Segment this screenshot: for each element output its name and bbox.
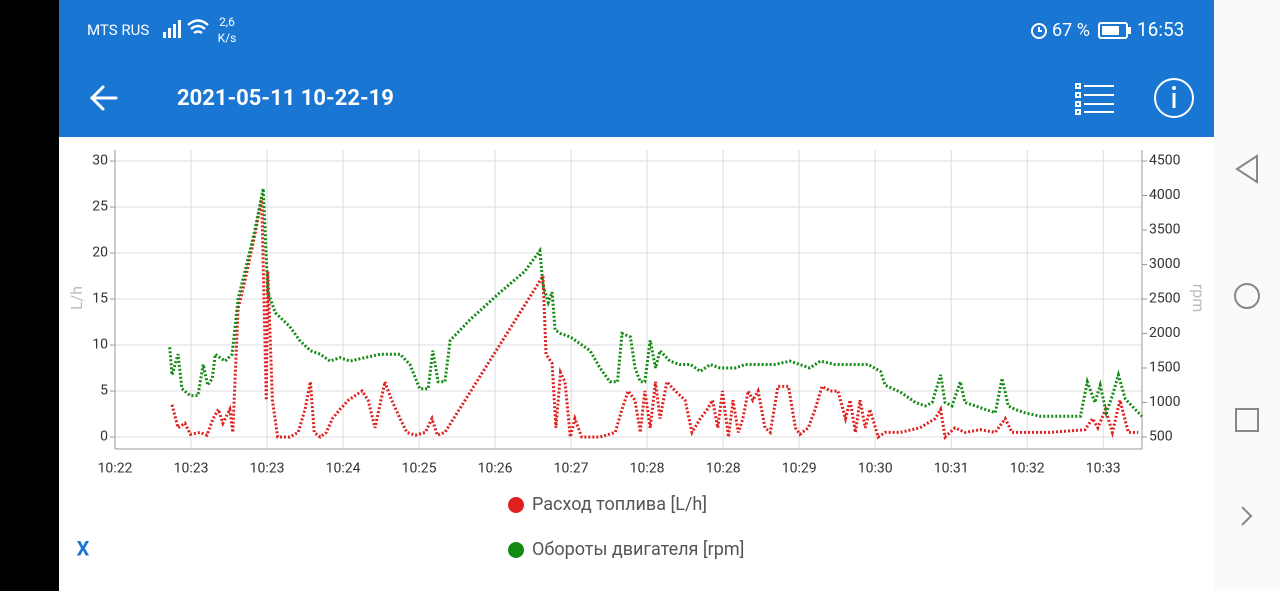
close-button[interactable]: X: [77, 536, 90, 560]
y2-tick-label: 2000: [1149, 325, 1181, 341]
info-button[interactable]: [1154, 78, 1194, 118]
signal-icon: [163, 20, 181, 38]
y2-axis-label: rpm: [1189, 284, 1208, 312]
x-tick-label: 10:30: [858, 461, 893, 477]
left-edge: [0, 0, 59, 591]
y2-tick-label: 4000: [1149, 187, 1181, 203]
x-tick-label: 10:32: [1010, 461, 1045, 477]
legend-marker: [508, 497, 524, 513]
y-tick-label: 25: [92, 199, 108, 215]
content: [59, 137, 1214, 591]
y2-tick-label: 4500: [1149, 153, 1181, 169]
alarm-icon: [1031, 23, 1047, 39]
list-button[interactable]: [1075, 83, 1114, 115]
data-line: [168, 188, 1144, 419]
y-tick-label: 30: [92, 153, 108, 169]
y2-tick-label: 2500: [1149, 291, 1181, 307]
y-axis-label: L/h: [67, 286, 86, 310]
page-title: 2021-05-11 10-22-19: [177, 86, 394, 111]
app-bar: [59, 0, 1214, 137]
x-tick-label: 10:23: [250, 461, 285, 477]
x-tick-label: 10:24: [326, 461, 361, 477]
nav-icons[interactable]: [1234, 154, 1260, 526]
net-speed-unit: K/s: [218, 31, 237, 45]
data-line: [170, 197, 1139, 441]
x-tick-label: 10:27: [554, 461, 589, 477]
legend-marker: [508, 542, 524, 558]
y2-tick-label: 3000: [1149, 256, 1181, 272]
y-tick-label: 0: [100, 429, 108, 445]
x-tick-label: 10:25: [402, 461, 437, 477]
legend-label: Расход топлива [L/h]: [532, 494, 707, 515]
y2-tick-label: 1500: [1149, 360, 1181, 376]
battery-icon: [1098, 22, 1131, 39]
x-tick-label: 10:22: [98, 461, 133, 477]
x-tick-label: 10:29: [782, 461, 817, 477]
net-speed: 2,6: [219, 15, 235, 29]
chart: 10:22 10:23 10:23 10:24 10:25 10:26 10:27 10:28…: [67, 150, 1208, 560]
x-tick-label: 10:28: [630, 461, 665, 477]
legend-label: Обороты двигателя [rpm]: [532, 539, 744, 560]
x-tick-label: 10:23: [174, 461, 209, 477]
y2-tick-label: 500: [1149, 429, 1173, 445]
nav-bar: [1214, 0, 1280, 591]
y-tick-label: 15: [92, 291, 108, 307]
wifi-icon: [187, 19, 209, 35]
y-tick-label: 20: [92, 245, 108, 261]
battery-level: 67 %: [1052, 20, 1090, 41]
back-button[interactable]: [89, 85, 118, 111]
y-tick-label: 10: [92, 337, 108, 353]
x-tick-label: 10:28: [706, 461, 741, 477]
y-tick-label: 5: [100, 383, 108, 399]
y2-tick-label: 3500: [1149, 222, 1181, 238]
x-tick-label: 10:31: [934, 461, 969, 477]
carrier: MTS RUS: [87, 21, 149, 39]
x-tick-label: 10:33: [1086, 461, 1121, 477]
y2-tick-label: 1000: [1149, 394, 1181, 410]
x-tick-label: 10:26: [478, 461, 513, 477]
clock: 16:53: [1137, 18, 1184, 41]
